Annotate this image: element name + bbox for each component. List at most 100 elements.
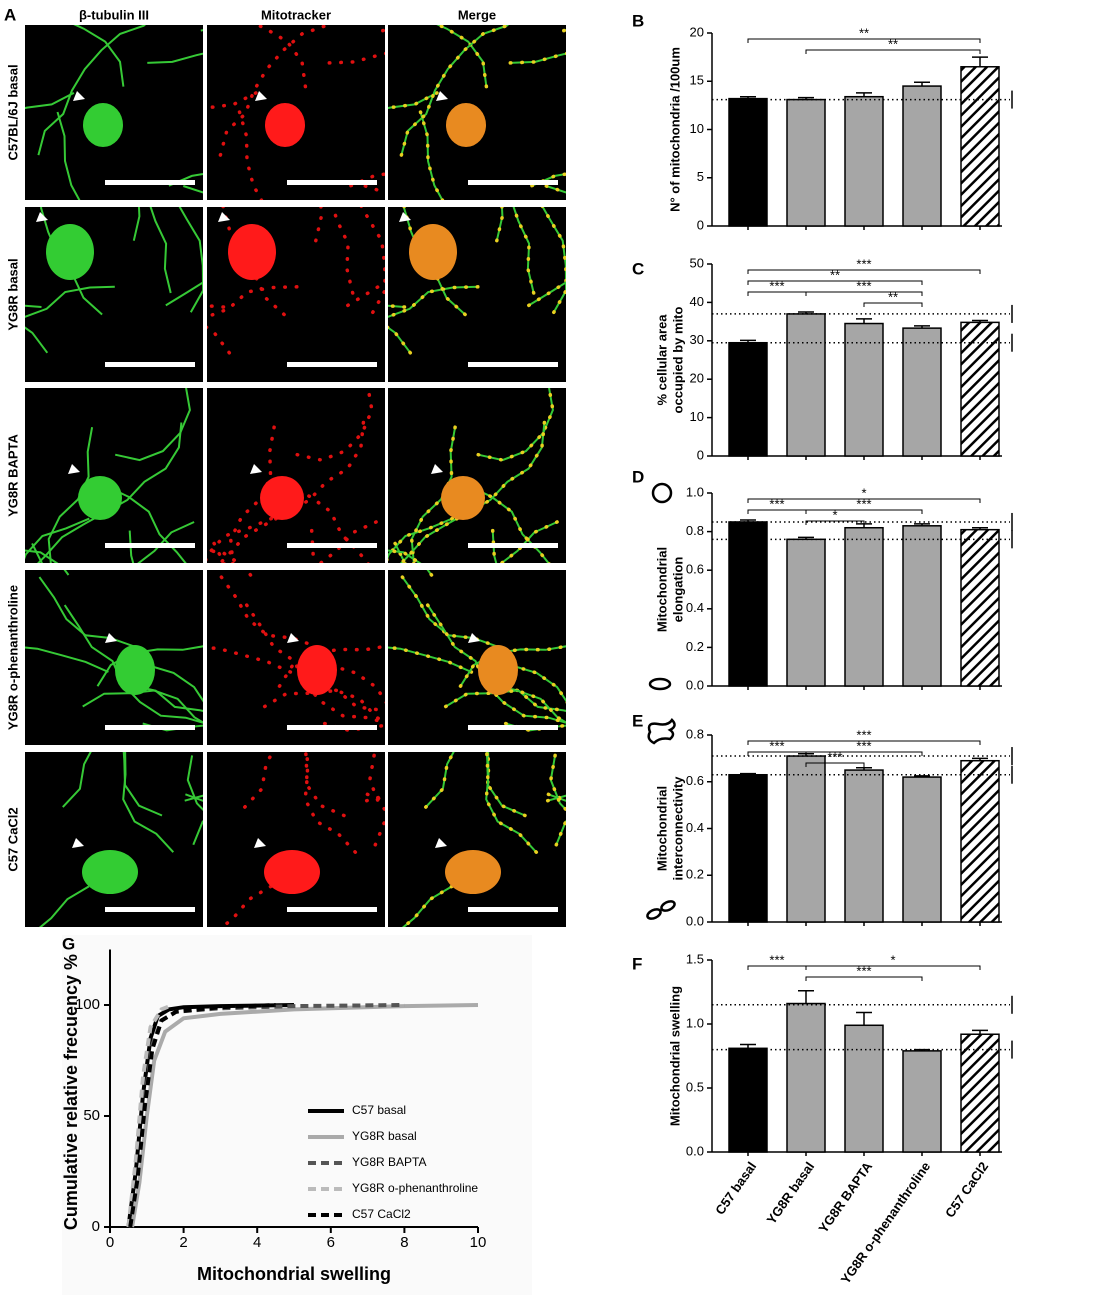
micrograph (207, 25, 385, 200)
y-tick-label: 0.0 (686, 1143, 704, 1158)
neurite (149, 207, 172, 294)
panel-g-background (62, 935, 532, 1295)
legend-label: C57 CaCl2 (352, 1207, 411, 1221)
y-tick-label: 1.5 (686, 951, 704, 966)
neurite (563, 29, 566, 32)
neurite (388, 92, 438, 110)
scale-bar (287, 725, 377, 730)
significance-label: *** (856, 963, 871, 978)
x-tick-label: YG8R BAPTA (815, 1159, 875, 1236)
arrowhead (218, 212, 230, 222)
neurite (555, 820, 566, 846)
significance-label: *** (769, 738, 784, 753)
y-tick-label: 0 (92, 1218, 100, 1235)
error-bar (914, 775, 930, 778)
bar (728, 341, 768, 457)
row-label: C57BL/6J basal (5, 64, 20, 160)
row-label: C57 CaCl2 (5, 807, 20, 871)
significance-label: *** (769, 278, 784, 293)
bar (786, 98, 826, 227)
significance-label: *** (856, 738, 871, 753)
neurite (388, 285, 478, 318)
significance-label: *** (856, 496, 871, 511)
y-tick-label: 40 (690, 294, 704, 309)
panel-letter: F (632, 954, 642, 973)
micrograph (207, 207, 385, 382)
neurite (388, 646, 472, 673)
scale-bar (468, 907, 558, 912)
micrograph-background (207, 207, 385, 382)
neurite (25, 285, 115, 318)
arrowhead (105, 633, 117, 643)
arrowhead (36, 212, 48, 222)
bar (728, 521, 768, 687)
y-tick-label: 0.2 (686, 639, 704, 654)
significance-label: * (832, 507, 837, 522)
micrograph (25, 25, 203, 200)
x-tick-label: YG8R basal (764, 1159, 818, 1227)
neurite (485, 752, 538, 853)
y-tick-label: 0.0 (686, 913, 704, 928)
micrograph (388, 388, 566, 563)
bar (844, 322, 884, 457)
micrograph-background (25, 207, 203, 382)
mitochondria (402, 207, 467, 317)
bar (844, 769, 884, 923)
column-heading: Merge (458, 7, 496, 22)
y-tick-label: 0 (697, 447, 704, 462)
legend-label: C57 basal (352, 1103, 406, 1117)
neurite (105, 485, 187, 563)
neurite (528, 281, 566, 307)
x-tick-label: 6 (327, 1234, 335, 1251)
error-bar (972, 56, 988, 67)
significance-label: *** (856, 256, 871, 271)
y-tick-label: 20 (690, 371, 704, 386)
arrowhead (435, 838, 447, 848)
significance-label: * (890, 952, 895, 967)
y-axis-label: % cellular area (654, 314, 669, 406)
neurite (82, 689, 203, 724)
micrograph (388, 207, 566, 382)
micrograph (388, 570, 566, 745)
bar (844, 95, 884, 227)
fragment-icon (660, 900, 676, 912)
panel-letter: B (632, 11, 644, 30)
column-heading: Mitotracker (261, 7, 331, 22)
soma (265, 103, 305, 147)
significance-bracket (747, 280, 923, 285)
arrowhead (436, 91, 448, 101)
significance-label: ** (888, 289, 898, 304)
error-bar (856, 766, 872, 771)
significance-label: *** (769, 952, 784, 967)
arrowhead (68, 464, 80, 474)
y-tick-label: 50 (690, 255, 704, 270)
error-bar (856, 1011, 872, 1026)
significance-bracket (747, 269, 981, 274)
bar (844, 526, 884, 687)
micrograph-background (25, 388, 203, 563)
row-label: YG8R BAPTA (5, 433, 20, 516)
micrograph (207, 388, 385, 563)
panel-letter: A (4, 5, 16, 24)
scale-bar (105, 180, 195, 185)
y-axis-label: Cumulative relative frecuency % (61, 954, 81, 1230)
significance-bracket (747, 509, 807, 514)
y-tick-label: 50 (83, 1107, 100, 1124)
neurite (63, 604, 203, 724)
network-icon (647, 718, 676, 745)
significance-label: *** (856, 727, 871, 742)
mitochondria (218, 25, 330, 157)
significance-bracket (805, 762, 865, 767)
bar (786, 1002, 826, 1153)
x-axis-label: Mitochondrial swelling (197, 1264, 391, 1284)
panel-letter: G (62, 934, 75, 953)
error-bar (856, 318, 872, 324)
micrograph (25, 388, 203, 563)
bar (960, 66, 1000, 227)
error-bar (740, 1043, 756, 1049)
bar (786, 538, 826, 687)
significance-bracket (747, 38, 981, 43)
y-tick-label: 0.0 (686, 677, 704, 692)
y-tick-label: 0.6 (686, 562, 704, 577)
arrowhead (287, 633, 299, 643)
